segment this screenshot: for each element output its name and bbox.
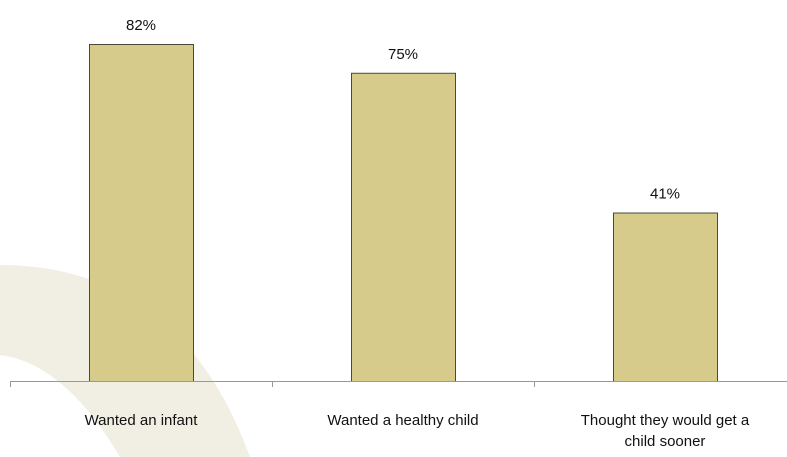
value-label: 82% — [126, 17, 156, 34]
category-labels-group: Wanted an infant Wanted a healthy child Th… — [85, 412, 750, 450]
x-axis-ticks — [10, 381, 535, 387]
category-label: child sooner — [625, 433, 706, 450]
category-label: Wanted a healthy child — [327, 412, 478, 429]
bar — [613, 212, 718, 382]
value-label: 75% — [388, 46, 418, 63]
bar — [89, 44, 194, 382]
value-labels-group: 82% 75% 41% — [126, 17, 680, 203]
category-label: Wanted an infant — [85, 412, 199, 429]
bar — [351, 72, 456, 383]
bars-group — [89, 44, 718, 383]
category-label: Thought they would get a — [581, 412, 750, 429]
value-label: 41% — [650, 186, 680, 203]
